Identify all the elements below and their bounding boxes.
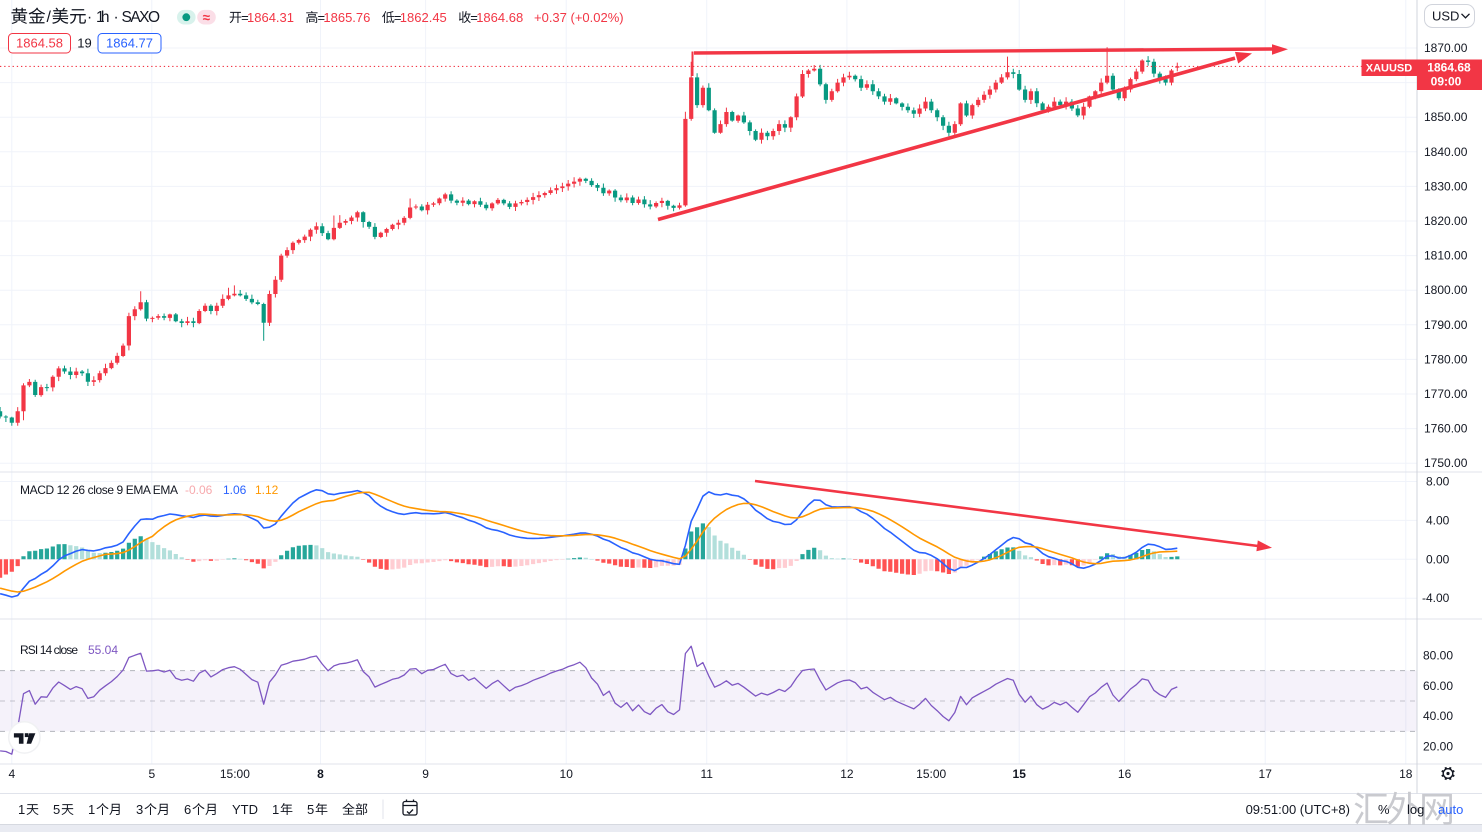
svg-text:3: 3	[136, 802, 143, 817]
svg-text:auto: auto	[1438, 802, 1463, 817]
svg-text:/: /	[47, 9, 52, 26]
svg-text:1864.68: 1864.68	[476, 10, 523, 25]
svg-text:1: 1	[18, 802, 25, 817]
svg-text:09:51:00 (UTC+8): 09:51:00 (UTC+8)	[1246, 802, 1350, 817]
svg-text:1864.31: 1864.31	[247, 10, 294, 25]
svg-text:log: log	[1407, 802, 1424, 817]
svg-text:17: 17	[1259, 767, 1273, 781]
svg-text:1864.77: 1864.77	[106, 36, 153, 51]
svg-text:8.00: 8.00	[1426, 475, 1450, 489]
svg-text:=: =	[318, 10, 326, 25]
svg-text:1840.00: 1840.00	[1424, 145, 1468, 159]
svg-text:YTD: YTD	[232, 802, 258, 817]
svg-text:1750.00: 1750.00	[1424, 456, 1468, 470]
svg-text:11: 11	[700, 767, 713, 781]
svg-text:1865.76: 1865.76	[323, 10, 370, 25]
svg-text:1790.00: 1790.00	[1424, 318, 1468, 332]
svg-text:12: 12	[840, 767, 854, 781]
svg-text:20.00: 20.00	[1423, 740, 1453, 754]
svg-text:1862.45: 1862.45	[400, 10, 447, 25]
svg-text:4.00: 4.00	[1426, 513, 1450, 527]
svg-text:1.12: 1.12	[255, 483, 279, 497]
svg-text:16: 16	[1118, 767, 1132, 781]
svg-text:=: =	[241, 10, 249, 25]
svg-text:=: =	[394, 10, 402, 25]
svg-text:5: 5	[148, 767, 155, 781]
svg-text:15: 15	[1013, 767, 1027, 781]
svg-text:1830.00: 1830.00	[1424, 179, 1468, 193]
svg-text:5: 5	[53, 802, 60, 817]
svg-text:1.06: 1.06	[223, 483, 247, 497]
svg-text:1770.00: 1770.00	[1424, 387, 1468, 401]
svg-text:1h: 1h	[96, 9, 110, 26]
svg-text:-4.00: -4.00	[1422, 591, 1450, 605]
svg-text:USD: USD	[1432, 9, 1459, 24]
svg-text:·: ·	[87, 9, 92, 26]
svg-text:MACD 12 26 close 9 EMA EMA: MACD 12 26 close 9 EMA EMA	[20, 483, 178, 497]
svg-text:%: %	[1378, 802, 1390, 817]
svg-text:SAXO: SAXO	[122, 9, 161, 26]
svg-text:9: 9	[422, 767, 429, 781]
svg-text:·: ·	[114, 9, 119, 26]
svg-text:40.00: 40.00	[1423, 709, 1453, 723]
svg-text:15:00: 15:00	[916, 767, 946, 781]
svg-text:15:00: 15:00	[220, 767, 250, 781]
svg-text:1800.00: 1800.00	[1424, 283, 1468, 297]
svg-text:60.00: 60.00	[1423, 679, 1453, 693]
svg-text:19: 19	[77, 36, 91, 51]
svg-text:1864.68: 1864.68	[1427, 61, 1471, 75]
svg-text:1780.00: 1780.00	[1424, 352, 1468, 366]
svg-text:1850.00: 1850.00	[1424, 110, 1468, 124]
svg-text:55.04: 55.04	[88, 643, 118, 657]
svg-text:1: 1	[88, 802, 95, 817]
svg-text:8: 8	[317, 767, 324, 781]
svg-text:1: 1	[272, 802, 279, 817]
svg-text:4: 4	[8, 767, 15, 781]
svg-text:5: 5	[307, 802, 314, 817]
svg-text:6: 6	[184, 802, 191, 817]
svg-text:0.00: 0.00	[1426, 552, 1450, 566]
svg-text:=: =	[470, 10, 478, 25]
svg-text:XAUUSD: XAUUSD	[1366, 63, 1413, 75]
svg-text:10: 10	[560, 767, 574, 781]
svg-text:09:00: 09:00	[1431, 75, 1462, 89]
svg-text:18: 18	[1399, 767, 1413, 781]
svg-text:1870.00: 1870.00	[1424, 41, 1468, 55]
svg-text:1864.58: 1864.58	[16, 36, 63, 51]
svg-text:+0.37 (+0.02%): +0.37 (+0.02%)	[534, 10, 624, 25]
svg-text:RSI 14 close: RSI 14 close	[20, 643, 78, 657]
svg-text:1810.00: 1810.00	[1424, 249, 1468, 263]
svg-text:≈: ≈	[203, 10, 211, 25]
svg-text:80.00: 80.00	[1423, 648, 1453, 662]
svg-text:1760.00: 1760.00	[1424, 422, 1468, 436]
svg-text:-0.06: -0.06	[185, 483, 213, 497]
svg-text:1820.00: 1820.00	[1424, 214, 1468, 228]
